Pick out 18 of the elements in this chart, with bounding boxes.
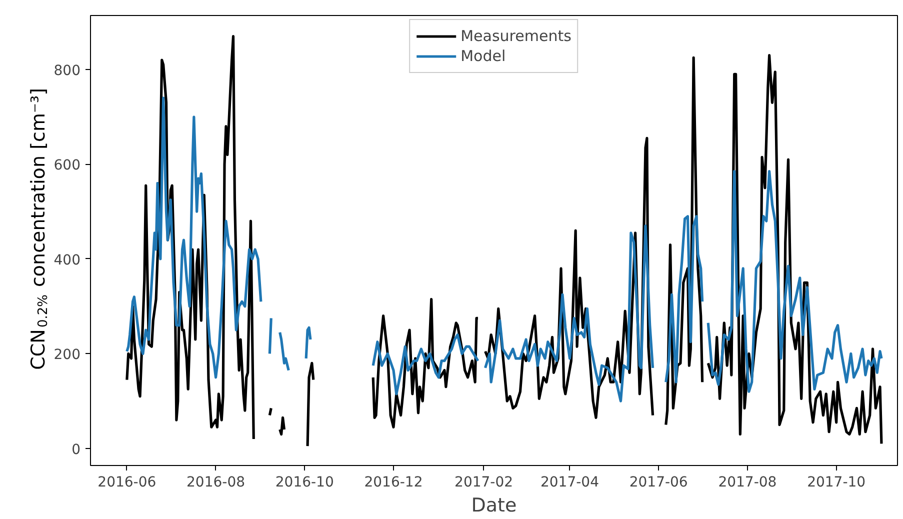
x-tick-label: 2016-06 — [98, 474, 156, 490]
x-tick-label: 2016-12 — [364, 474, 423, 490]
x-tick-label: 2017-04 — [540, 474, 600, 490]
y-tick-label: 0 — [72, 442, 81, 458]
x-tick-label: 2016-08 — [186, 474, 246, 490]
x-tick-label: 2017-10 — [807, 474, 866, 490]
y-tick-label: 200 — [54, 347, 81, 364]
y-tick-label: 400 — [54, 252, 81, 268]
y-tick-label: 600 — [54, 158, 81, 174]
x-tick-label: 2017-02 — [454, 474, 514, 490]
x-axis-title: Date — [471, 494, 517, 516]
x-tick-label: 2017-06 — [629, 474, 688, 490]
y-axis-title: CCN0.2% concentration [cm⁻³] — [28, 88, 51, 370]
x-tick-label: 2016-10 — [275, 474, 334, 490]
legend-label: Model — [460, 47, 506, 65]
y-tick-label: 800 — [54, 63, 81, 79]
legend-label: Measurements — [460, 27, 572, 45]
x-tick-label: 2017-08 — [718, 474, 777, 490]
